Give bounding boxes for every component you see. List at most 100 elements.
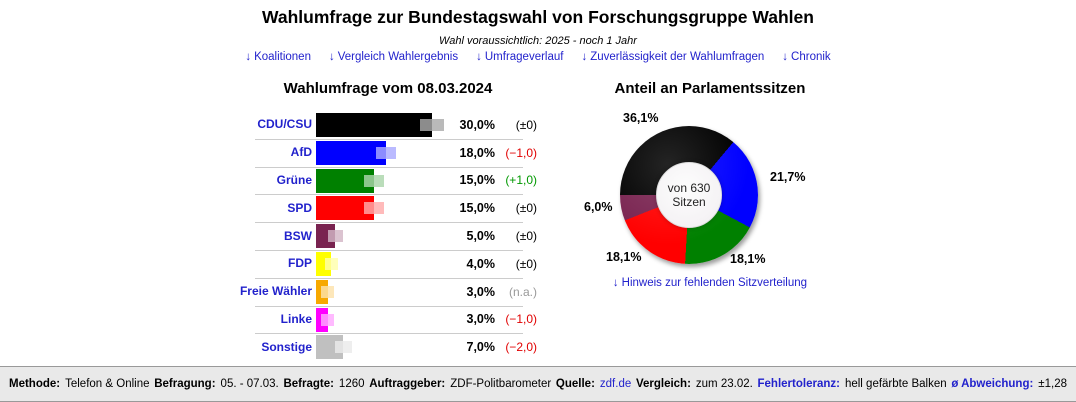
footer-label-abweichung[interactable]: ø Abweichung: (951, 378, 1034, 390)
tolerance-outer-sonstige (343, 341, 352, 354)
tolerance-inner-bsw (327, 230, 336, 243)
value-cdu-csu: 30,0% (459, 117, 495, 132)
footer-value-befragung: 05. - 07.03. (220, 378, 279, 390)
seat-share-label-spd: 18,1% (606, 250, 642, 264)
change-cdu-csu: (±0) (515, 117, 537, 132)
change-sonstige: (−2,0) (505, 340, 537, 355)
poll-row-cdu-csu: CDU/CSU 30,0% (±0) (238, 111, 538, 139)
poll-row-spd: SPD 15,0% (±0) (238, 194, 538, 222)
bar-cell-sonstige (316, 333, 450, 361)
footer-item-auftraggeber: Auftraggeber: ZDF-Politbarometer (369, 378, 551, 390)
value-linke: 3,0% (466, 312, 496, 327)
footer-item-abweichung: ø Abweichung: ±1,28 (951, 378, 1067, 390)
tolerance-inner-fdp (324, 257, 332, 270)
seat-share-label-afd: 21,7% (770, 170, 806, 184)
seat-share-label-cdu-csu: 36,1% (623, 111, 659, 125)
footer-item-befragte: Befragte: 1260 (283, 378, 364, 390)
footer-label-auftraggeber: Auftraggeber: (369, 378, 446, 390)
nav-link-label: Koalitionen (254, 51, 311, 63)
footer-value-abweichung: ±1,28 (1038, 378, 1067, 390)
change-fdp: (±0) (515, 256, 537, 271)
tolerance-outer-cdu-csu (432, 119, 444, 131)
bar-cell-freie-wahler (316, 278, 450, 306)
down-arrow-icon: ↓ (245, 51, 252, 63)
tolerance-outer-linke (327, 313, 335, 326)
page-subtitle: Wahl voraussichtlich: 2025 - noch 1 Jahr (439, 35, 637, 47)
footer-label-vergleich: Vergleich: (635, 378, 691, 390)
nav-link-label: Umfrageverlauf (484, 51, 564, 63)
footer-label-methode: Methode: (9, 378, 61, 390)
value-fdp: 4,0% (466, 256, 496, 271)
nav-link-umfrageverlauf[interactable]: ↓ Umfrageverlauf (476, 51, 563, 63)
value-grune: 15,0% (459, 173, 495, 188)
tolerance-inner-freie-wahler (321, 285, 328, 298)
nav-link-label: Vergleich Wahlergebnis (337, 51, 459, 63)
footer-label-befragte: Befragte: (283, 378, 334, 390)
change-freie-wahler: (n.a.) (508, 284, 537, 299)
value-freie-wahler: 3,0% (466, 284, 496, 299)
footer-link-zdf-de[interactable]: zdf.de (599, 378, 632, 390)
nav-link-label: Chronik (791, 51, 831, 63)
bar-cell-cdu-csu (316, 111, 450, 139)
footer-bar: Methode: Telefon & Online Befragung: 05. - … (0, 366, 1076, 402)
party-link-bsw[interactable]: BSW (284, 228, 312, 243)
bar-cell-spd (316, 194, 450, 222)
nav-link-chronik[interactable]: ↓ Chronik (782, 51, 830, 63)
tolerance-inner-grune (363, 174, 375, 187)
party-link-sonstige[interactable]: Sonstige (261, 339, 312, 354)
tolerance-inner-cdu-csu (420, 119, 433, 131)
tolerance-outer-grune (374, 174, 385, 187)
tolerance-outer-bsw (335, 230, 344, 243)
tolerance-inner-sonstige (334, 341, 344, 354)
value-spd: 15,0% (459, 201, 495, 216)
bar-cell-afd (316, 139, 450, 167)
footer-item-fehlertoleranz: Fehlertoleranz: hell gefärbte Balken (758, 378, 947, 390)
change-spd: (±0) (515, 201, 537, 216)
page-title: Wahlumfrage zur Bundestagswahl von Forsc… (262, 7, 814, 27)
poll-row-freie-wahler: Freie Wähler 3,0% (n.a.) (238, 277, 538, 306)
down-arrow-icon: ↓ (612, 277, 619, 289)
party-link-grune[interactable]: Grüne (276, 172, 312, 187)
seats-title: Anteil an Parlamentssitzen (614, 80, 806, 97)
footer-value-auftraggeber: ZDF-Politbarometer (450, 378, 552, 390)
footer-value-methode: Telefon & Online (65, 378, 150, 390)
footer-value-fehlertoleranz: hell gefärbte Balken (844, 378, 947, 390)
party-link-freie-wahler[interactable]: Freie Wähler (239, 284, 312, 299)
party-link-afd[interactable]: AfD (290, 145, 312, 160)
nav-link-zuverlassigkeit-der-wahlumfragen[interactable]: ↓ Zuverlässigkeit der Wahlumfragen (581, 51, 764, 63)
footer-item-vergleich: Vergleich: zum 23.02. (636, 378, 753, 390)
footer-item-methode: Methode: Telefon & Online (9, 378, 150, 390)
change-bsw: (±0) (515, 229, 537, 244)
change-grune: (+1,0) (505, 173, 537, 188)
poll-row-sonstige: Sonstige 7,0% (−2,0) (238, 333, 538, 361)
seats-section: Anteil an Parlamentssitzen von 630 Sitze… (555, 80, 865, 315)
footer-value-vergleich: zum 23.02. (695, 378, 753, 390)
seats-donut: von 630 Sitzen (620, 126, 758, 264)
down-arrow-icon: ↓ (782, 51, 789, 63)
party-link-linke[interactable]: Linke (280, 311, 312, 326)
poll-title: Wahlumfrage vom 08.03.2024 (283, 80, 493, 97)
seat-share-label-bsw: 6,0% (584, 200, 613, 214)
footer-label-fehlertoleranz[interactable]: Fehlertoleranz: (757, 378, 840, 390)
tolerance-outer-fdp (331, 257, 339, 270)
seat-share-label-grune: 18,1% (730, 252, 766, 266)
seats-hint-link[interactable]: ↓ Hinweis zur fehlenden Sitzverteilung (555, 277, 865, 289)
change-linke: (−1,0) (505, 312, 537, 327)
seats-hint-label: Hinweis zur fehlenden Sitzverteilung (621, 277, 808, 289)
seats-total-line2: Sitzen (672, 195, 706, 209)
poll-row-fdp: FDP 4,0% (±0) (238, 249, 538, 278)
party-link-spd[interactable]: SPD (287, 200, 312, 215)
footer-item-befragung: Befragung: 05. - 07.03. (154, 378, 279, 390)
value-sonstige: 7,0% (466, 340, 496, 355)
nav-link-koalitionen[interactable]: ↓ Koalitionen (245, 51, 311, 63)
seats-total-line1: von 630 (667, 181, 711, 195)
party-link-cdu-csu[interactable]: CDU/CSU (257, 117, 312, 132)
seats-total: von 630 Sitzen (656, 162, 722, 228)
party-link-fdp[interactable]: FDP (288, 256, 312, 271)
poll-row-grune: Grüne 15,0% (+1,0) (238, 166, 538, 195)
tolerance-inner-afd (375, 146, 386, 159)
nav-link-vergleich-wahlergebnis[interactable]: ↓ Vergleich Wahlergebnis (329, 51, 458, 63)
tolerance-outer-spd (374, 202, 385, 215)
bar-cdu-csu (316, 113, 433, 137)
